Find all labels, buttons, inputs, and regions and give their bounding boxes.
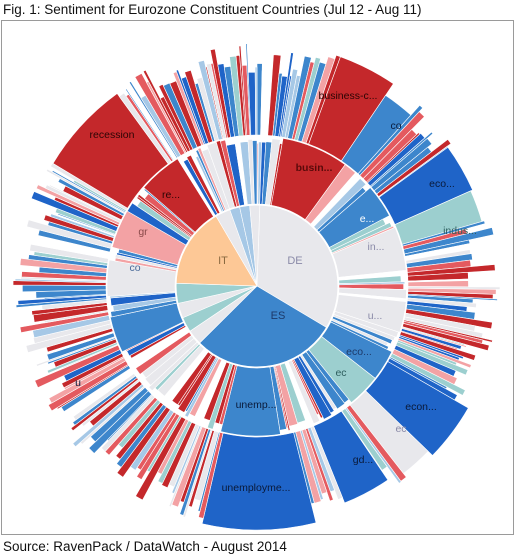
- country-label-it: IT: [218, 255, 228, 267]
- sunburst-chart: DE ES IT busin... e... in... u... eco...…: [12, 43, 501, 531]
- middle-label-unemp: unemp...: [236, 399, 277, 411]
- middle-minor-segment: [252, 140, 258, 205]
- outer-label-co: co: [390, 120, 401, 132]
- outer-label-gd: gd...: [353, 454, 373, 466]
- middle-label-u: u...: [368, 310, 383, 322]
- outer-segment: [201, 432, 317, 531]
- outer-segment: [52, 93, 169, 209]
- middle-label-in: in...: [368, 241, 385, 253]
- middle-label-eco: eco...: [346, 346, 372, 358]
- source-note: Source: RavenPack / DataWatch - August 2…: [3, 539, 287, 554]
- middle-label-ec: ec: [335, 367, 346, 379]
- outer-label-eco: eco...: [429, 178, 455, 190]
- middle-label-re: re...: [162, 189, 180, 201]
- outer-ring: [12, 43, 501, 531]
- country-label-de: DE: [287, 255, 302, 267]
- outer-label-unemployme: unemployme...: [222, 482, 291, 494]
- outer-label-econ: econ...: [405, 401, 437, 413]
- middle-label-co: co: [129, 262, 140, 274]
- outer-label-indus: indus...: [443, 225, 477, 237]
- figure-title: Fig. 1: Sentiment for Eurozone Constitue…: [3, 2, 422, 17]
- outer-label-ec: ec: [395, 423, 406, 435]
- country-label-es: ES: [271, 310, 286, 322]
- middle-label-gr: gr: [138, 226, 148, 238]
- middle-label-u-left: u: [75, 377, 81, 389]
- middle-label-e: e...: [360, 213, 375, 225]
- country-ring: [175, 204, 339, 368]
- middle-label-busin: busin...: [296, 162, 333, 174]
- chart-frame: DE ES IT busin... e... in... u... eco...…: [1, 20, 514, 535]
- middle-ring: [106, 137, 407, 437]
- segment-labels: DE ES IT busin... e... in... u... eco...…: [75, 90, 477, 494]
- country-ring-outline: [175, 204, 339, 368]
- outer-label-business-c: business-c...: [319, 90, 378, 102]
- outer-minor-segment: [254, 66, 258, 136]
- outer-label-recession: recession: [90, 129, 135, 141]
